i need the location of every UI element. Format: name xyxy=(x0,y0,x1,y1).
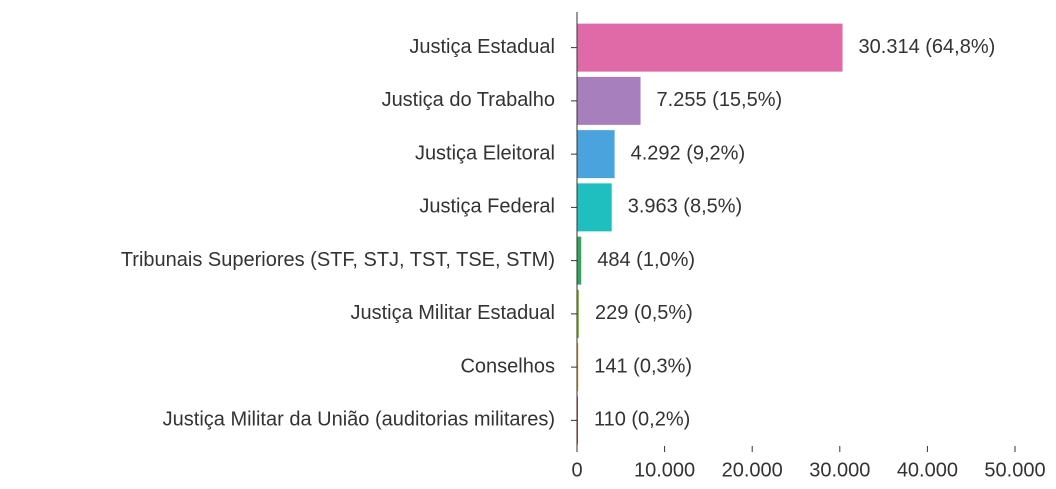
x-tick-label: 0 xyxy=(571,459,582,481)
y-tick-label: Justiça Estadual xyxy=(409,36,555,58)
bar xyxy=(577,130,615,179)
value-label: 7.255 (15,5%) xyxy=(657,89,783,111)
x-tick-label: 50.000 xyxy=(984,459,1045,481)
value-label: 30.314 (64,8%) xyxy=(859,36,996,58)
bar xyxy=(577,76,641,125)
y-tick-label: Justiça Militar Estadual xyxy=(350,302,555,324)
bar xyxy=(577,236,582,285)
y-tick-label: Justiça do Trabalho xyxy=(382,89,555,111)
bar xyxy=(577,289,580,338)
value-label: 484 (1,0%) xyxy=(597,249,695,271)
value-label: 141 (0,3%) xyxy=(594,355,692,377)
y-tick-label: Justiça Eleitoral xyxy=(415,142,555,164)
x-tick-label: 10.000 xyxy=(634,459,695,481)
x-tick-label: 40.000 xyxy=(897,459,958,481)
x-tick-label: 20.000 xyxy=(722,459,783,481)
bar xyxy=(577,343,579,392)
value-label: 229 (0,5%) xyxy=(595,302,693,324)
y-tick-label: Tribunais Superiores (STF, STJ, TST, TSE… xyxy=(121,249,555,271)
y-tick-label: Justiça Militar da União (auditorias mil… xyxy=(163,409,555,431)
value-label: 3.963 (8,5%) xyxy=(628,196,743,218)
x-tick-label: 30.000 xyxy=(809,459,870,481)
bar xyxy=(577,23,843,72)
value-label: 110 (0,2%) xyxy=(594,409,690,431)
bar xyxy=(577,183,612,232)
y-tick-label: Conselhos xyxy=(460,355,555,377)
y-tick-label: Justiça Federal xyxy=(419,196,555,218)
value-label: 4.292 (9,2%) xyxy=(631,142,746,164)
